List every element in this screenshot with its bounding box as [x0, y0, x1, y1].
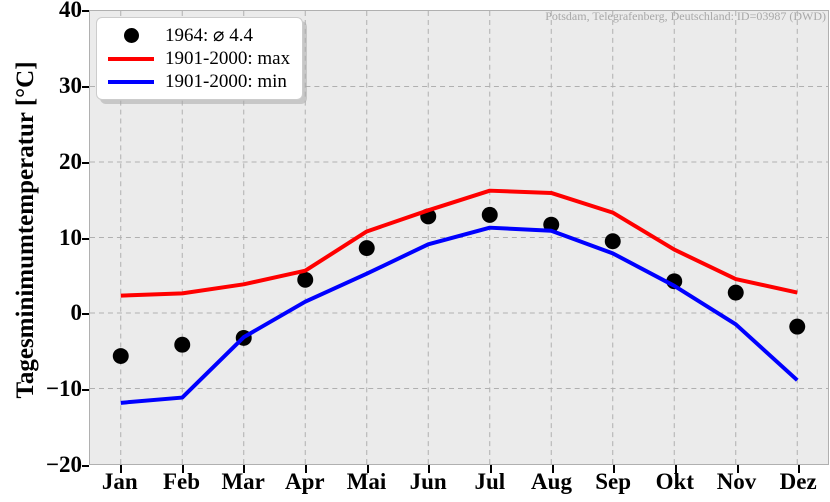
- x-tick-label: Apr: [285, 469, 325, 494]
- x-tick-mark: [798, 465, 801, 473]
- x-tick-label: Jul: [474, 469, 506, 494]
- y-tick-mark: [82, 161, 89, 164]
- y-tick-label: 0: [70, 300, 83, 326]
- data-point-marker: [297, 271, 314, 288]
- x-tick-mark: [304, 465, 307, 473]
- x-tick-mark: [119, 465, 122, 473]
- x-tick-label: Mai: [346, 469, 387, 494]
- legend-key: [105, 79, 157, 84]
- y-tick-mark: [82, 465, 89, 467]
- y-tick-label: −10: [45, 376, 82, 402]
- legend-label: 1901-2000: max: [165, 47, 291, 69]
- y-tick-mark: [82, 85, 89, 88]
- data-point-marker: [112, 348, 129, 364]
- y-tick-mark: [82, 313, 89, 316]
- legend-marker-line-icon: [108, 79, 154, 84]
- legend-label: 1901-2000: min: [165, 70, 287, 92]
- data-layer: [112, 188, 806, 405]
- plot-area: Potsdam, Telegrafenberg, Deutschland: ID…: [89, 9, 829, 465]
- data-point-marker: [604, 233, 621, 250]
- x-tick-mark: [366, 465, 369, 473]
- x-tick-label: Jan: [101, 469, 138, 494]
- y-tick-mark: [82, 10, 89, 12]
- x-tick-label: Okt: [655, 469, 694, 494]
- data-point-marker: [727, 284, 744, 301]
- legend-marker-dot-icon: [123, 28, 139, 43]
- x-tick-label: Nov: [716, 469, 757, 494]
- x-tick-mark: [674, 465, 677, 473]
- x-tick-label: Dez: [779, 469, 817, 494]
- x-tick-mark: [551, 465, 554, 473]
- series-line: [120, 225, 799, 405]
- x-tick-label: Sep: [595, 469, 632, 494]
- y-tick-label: 10: [59, 224, 82, 250]
- chart-legend[interactable]: 1964: ⌀ 4.4 1901-2000: max 1901-2000: min: [96, 17, 304, 100]
- y-tick-label: −20: [45, 452, 82, 477]
- y-tick-label: 20: [59, 148, 82, 174]
- y-tick-mark: [82, 389, 89, 392]
- legend-marker-line-icon: [108, 56, 154, 61]
- legend-item[interactable]: 1901-2000: max: [105, 47, 290, 70]
- x-tick-mark: [736, 465, 739, 473]
- y-axis-tick-labels: 40 30 20 10 0 −10 −20: [0, 0, 89, 502]
- y-tick-label: 40: [59, 0, 82, 22]
- x-tick-label: Aug: [531, 469, 572, 494]
- legend-label: 1964: ⌀ 4.4: [165, 25, 253, 46]
- y-tick-mark: [82, 237, 89, 240]
- legend-item[interactable]: 1901-2000: min: [105, 70, 290, 93]
- x-tick-mark: [243, 465, 246, 473]
- data-point-marker: [481, 206, 498, 223]
- legend-key: [105, 56, 157, 61]
- y-tick-label: 30: [59, 72, 82, 98]
- data-point-marker: [789, 318, 806, 335]
- x-tick-mark: [489, 465, 492, 473]
- data-point-marker: [174, 336, 191, 353]
- data-point-marker: [358, 240, 375, 257]
- x-tick-mark: [613, 465, 616, 473]
- x-tick-label: Jun: [409, 469, 447, 494]
- series-line: [120, 188, 798, 298]
- chart-caption: Potsdam, Telegrafenberg, Deutschland: ID…: [545, 9, 826, 23]
- y-axis-title: Tagesminimumtemperatur [°C]: [12, 61, 39, 399]
- x-tick-mark: [428, 465, 431, 473]
- x-tick-label: Feb: [162, 469, 201, 494]
- legend-item[interactable]: 1964: ⌀ 4.4: [105, 24, 290, 47]
- legend-key: [105, 28, 157, 43]
- x-tick-mark: [181, 465, 184, 473]
- x-tick-label: Mar: [221, 469, 265, 494]
